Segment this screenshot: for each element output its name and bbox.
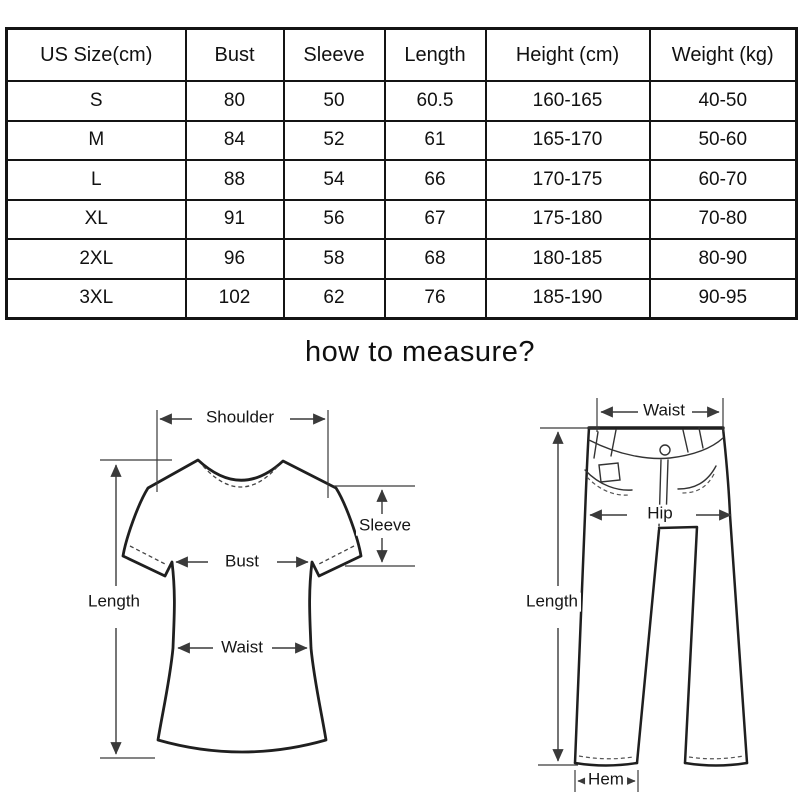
weight-cell: 80-90	[648, 238, 798, 280]
size-chart-table: US Size(cm) Bust Sleeve Length Height (c…	[5, 27, 798, 320]
sleeve-cell: 56	[282, 198, 386, 240]
length-cell: 67	[383, 198, 487, 240]
header-bust: Bust	[184, 27, 285, 82]
size-cell: S	[5, 80, 187, 122]
bust-cell: 80	[184, 80, 285, 122]
weight-cell: 90-95	[648, 277, 798, 320]
height-cell: 160-165	[484, 80, 651, 122]
length-cell: 60.5	[383, 80, 487, 122]
tshirt-stitch-lines	[129, 465, 355, 566]
weight-cell: 40-50	[648, 80, 798, 122]
pants-stitch-lines	[578, 473, 744, 760]
shirt-length-label: Length	[85, 592, 143, 612]
length-cell: 68	[383, 238, 487, 280]
shirt-sleeve-label: Sleeve	[356, 516, 414, 536]
weight-cell: 70-80	[648, 198, 798, 240]
header-height: Height (cm)	[484, 27, 651, 82]
table-row: XL 91 56 67 175-180 70-80	[5, 198, 798, 240]
table-row: 3XL 102 62 76 185-190 90-95	[5, 277, 798, 320]
pants-hip-label: Hip	[644, 504, 676, 524]
garment-line-art	[100, 398, 749, 792]
sleeve-cell: 50	[282, 80, 386, 122]
size-cell: XL	[5, 198, 187, 240]
pants-measure-lines	[538, 398, 732, 792]
shirt-measure-lines	[100, 410, 415, 759]
shirt-bust-label: Bust	[221, 552, 263, 572]
pants-details	[584, 427, 724, 527]
shirt-waist-label: Waist	[218, 638, 266, 658]
table-header-row: US Size(cm) Bust Sleeve Length Height (c…	[5, 27, 798, 82]
weight-cell: 60-70	[648, 159, 798, 201]
size-cell: 2XL	[5, 238, 187, 280]
measurement-diagram: Shoulder Sleeve Bust Waist Length Waist …	[0, 380, 800, 800]
height-cell: 170-175	[484, 159, 651, 201]
table-row: M 84 52 61 165-170 50-60	[5, 119, 798, 161]
length-cell: 61	[383, 119, 487, 161]
header-us-size: US Size(cm)	[5, 27, 187, 82]
pants-waist-label: Waist	[640, 401, 688, 421]
bust-cell: 96	[184, 238, 285, 280]
table-row: S 80 50 60.5 160-165 40-50	[5, 80, 798, 122]
table-row: 2XL 96 58 68 180-185 80-90	[5, 238, 798, 280]
size-cell: 3XL	[5, 277, 187, 320]
bust-cell: 84	[184, 119, 285, 161]
weight-cell: 50-60	[648, 119, 798, 161]
bust-cell: 91	[184, 198, 285, 240]
sleeve-cell: 52	[282, 119, 386, 161]
size-cell: L	[5, 159, 187, 201]
sleeve-cell: 62	[282, 277, 386, 320]
sleeve-cell: 54	[282, 159, 386, 201]
bust-cell: 102	[184, 277, 285, 320]
tshirt-outline	[121, 458, 363, 754]
length-cell: 66	[383, 159, 487, 201]
height-cell: 185-190	[484, 277, 651, 320]
pants-length-label: Length	[523, 592, 581, 612]
header-sleeve: Sleeve	[282, 27, 386, 82]
size-cell: M	[5, 119, 187, 161]
header-length: Length	[383, 27, 487, 82]
header-weight: Weight (kg)	[648, 27, 798, 82]
height-cell: 175-180	[484, 198, 651, 240]
height-cell: 165-170	[484, 119, 651, 161]
bust-cell: 88	[184, 159, 285, 201]
sleeve-cell: 58	[282, 238, 386, 280]
pants-hem-label: Hem	[585, 770, 627, 790]
pants-outline	[573, 426, 749, 767]
shirt-shoulder-label: Shoulder	[202, 408, 278, 428]
length-cell: 76	[383, 277, 487, 320]
table-row: L 88 54 66 170-175 60-70	[5, 159, 798, 201]
height-cell: 180-185	[484, 238, 651, 280]
how-to-measure-heading: how to measure?	[305, 336, 535, 368]
